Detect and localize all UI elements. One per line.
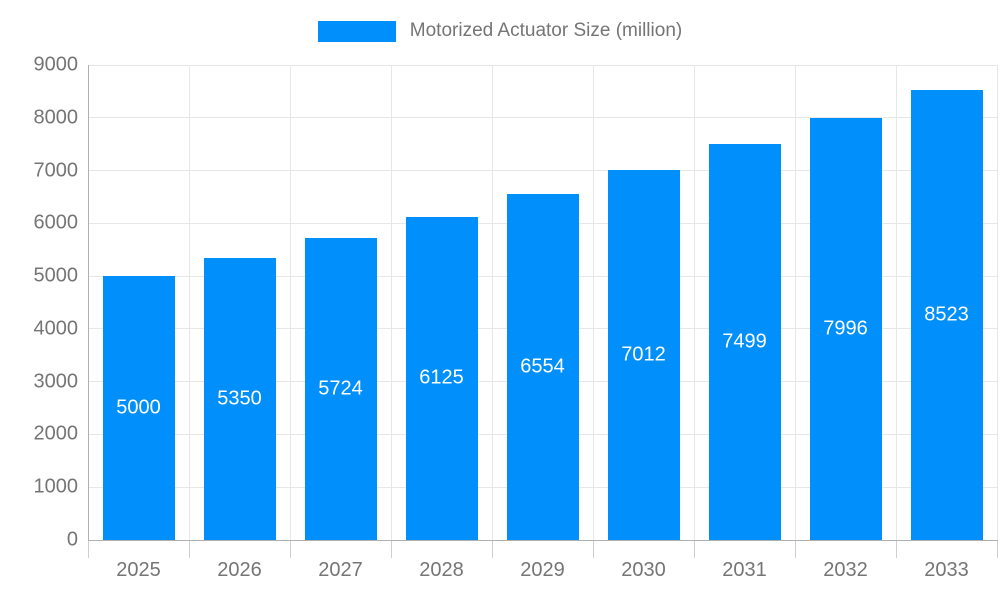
y-axis-tick-label: 2000 — [33, 422, 79, 445]
x-axis-tick-label: 2028 — [419, 559, 464, 581]
bar-value-label: 7996 — [823, 317, 868, 340]
x-gridline — [188, 65, 190, 540]
legend-label: Motorized Actuator Size (million) — [409, 20, 683, 41]
bar-value-label: 5350 — [217, 387, 262, 410]
bar-value-label: 7012 — [621, 343, 666, 366]
y-axis-tick-label: 5000 — [33, 264, 79, 287]
bar[interactable] — [910, 90, 983, 540]
x-axis-tick — [693, 540, 695, 558]
x-axis-tick-label: 2025 — [116, 559, 161, 581]
y-axis-tick-label: 1000 — [33, 475, 79, 498]
bar[interactable] — [809, 117, 882, 540]
x-gridline — [592, 65, 594, 540]
bar[interactable] — [607, 169, 680, 540]
x-axis-tick-label: 2030 — [621, 559, 666, 581]
bar[interactable] — [102, 276, 175, 540]
x-axis-tick — [996, 540, 998, 558]
x-axis-tick — [794, 540, 796, 558]
bar[interactable] — [405, 216, 478, 540]
bar-value-label: 8523 — [924, 303, 969, 326]
x-axis-tick — [592, 540, 594, 558]
x-axis-tick-label: 2026 — [217, 559, 262, 581]
x-axis-tick-label: 2033 — [924, 559, 969, 581]
bar-value-label: 5724 — [318, 377, 363, 400]
y-gridline — [88, 64, 997, 66]
x-gridline — [289, 65, 291, 540]
y-axis-tick-label: 7000 — [33, 159, 79, 182]
y-axis-tick-label: 9000 — [33, 53, 79, 76]
x-axis-tick — [87, 540, 89, 558]
x-gridline — [996, 65, 998, 540]
x-axis-tick — [491, 540, 493, 558]
bar[interactable] — [304, 237, 377, 540]
legend[interactable]: Motorized Actuator Size (million) — [0, 20, 1000, 42]
legend-swatch — [317, 20, 396, 42]
x-gridline — [794, 65, 796, 540]
bar-value-label: 5000 — [116, 396, 161, 419]
bar[interactable] — [506, 194, 579, 540]
bar-value-label: 6125 — [419, 366, 464, 389]
bar-value-label: 6554 — [520, 355, 565, 378]
x-axis-tick-label: 2029 — [520, 559, 565, 581]
x-axis-tick — [390, 540, 392, 558]
y-axis-tick-label: 3000 — [33, 370, 79, 393]
x-axis-line — [88, 539, 998, 541]
bar-value-label: 7499 — [722, 330, 767, 353]
x-gridline — [491, 65, 493, 540]
x-axis-tick-label: 2031 — [722, 559, 767, 581]
bar[interactable] — [708, 144, 781, 540]
bar[interactable] — [203, 257, 276, 540]
y-gridline — [88, 170, 997, 172]
x-axis-tick-label: 2027 — [318, 559, 363, 581]
y-axis-tick-label: 8000 — [33, 106, 79, 129]
x-axis-tick — [289, 540, 291, 558]
y-axis-tick-label: 4000 — [33, 317, 79, 340]
x-axis-tick — [895, 540, 897, 558]
y-axis-tick-label: 0 — [66, 528, 78, 551]
y-gridline — [88, 117, 997, 119]
x-gridline — [693, 65, 695, 540]
y-axis-tick-label: 6000 — [33, 211, 79, 234]
x-gridline — [895, 65, 897, 540]
x-axis-tick — [188, 540, 190, 558]
x-gridline — [390, 65, 392, 540]
x-axis-tick-label: 2032 — [823, 559, 868, 581]
y-axis-line — [87, 65, 89, 540]
